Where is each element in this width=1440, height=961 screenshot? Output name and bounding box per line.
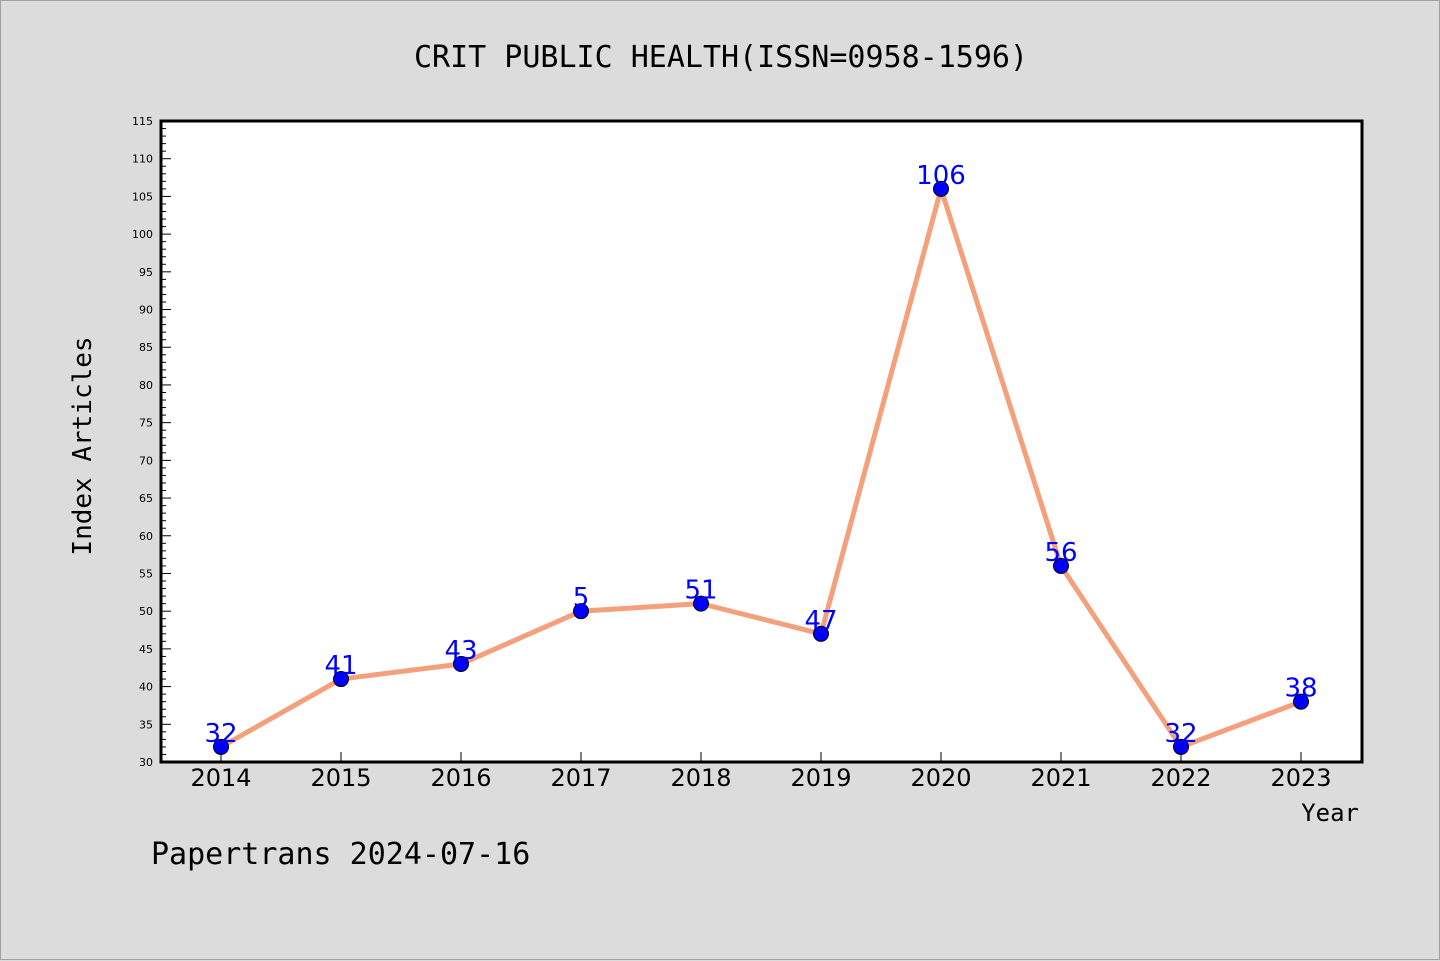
y-tick-label: 75: [139, 417, 153, 430]
x-tick-label: 2018: [670, 764, 731, 792]
data-labels: 32 41 43 5 51 47 106 56 32 38: [204, 161, 1317, 749]
plot-area: [159, 119, 1364, 764]
data-point: [693, 595, 709, 612]
y-tick-label: 85: [139, 341, 153, 354]
data-label: 56: [1044, 538, 1077, 568]
chart-title: CRIT PUBLIC HEALTH(ISSN=0958-1596): [414, 40, 1028, 75]
x-tick-label: 2021: [1030, 764, 1091, 792]
data-label: 5: [573, 583, 590, 613]
y-tick-label: 45: [139, 643, 153, 656]
series-line: [219, 186, 1302, 750]
x-tick-label: 2014: [190, 764, 251, 792]
data-label: 51: [684, 576, 717, 606]
data-point: [213, 738, 229, 755]
y-tick-label: 65: [139, 492, 153, 505]
y-tick-label: 95: [139, 266, 153, 279]
x-tick-label: 2019: [790, 764, 851, 792]
data-point: [1293, 693, 1309, 710]
data-markers: [213, 180, 1309, 755]
data-label: 38: [1284, 674, 1317, 704]
footer-text: Papertrans 2024-07-16: [151, 837, 530, 872]
data-point: [333, 671, 349, 688]
y-tick-label: 115: [132, 115, 153, 128]
x-tick-label: 2016: [430, 764, 491, 792]
data-point: [573, 603, 589, 620]
x-tick-label: 2020: [910, 764, 971, 792]
y-tick-label: 100: [132, 228, 153, 241]
y-tick-label: 90: [139, 304, 153, 317]
data-point: [1053, 557, 1069, 574]
data-point: [813, 625, 829, 642]
x-tick-label: 2017: [550, 764, 611, 792]
y-tick-label: 30: [139, 756, 153, 769]
y-tick-label: 110: [132, 153, 153, 166]
y-tick-label: 105: [132, 190, 153, 203]
y-tick-label: 50: [139, 605, 153, 618]
x-axis-label: Year: [1301, 799, 1359, 827]
y-tick-label: 55: [139, 567, 153, 580]
x-axis: 2014 2015 2016 2017 2018 2019 2020 2021 2022 2023: [190, 752, 1332, 792]
data-point: [933, 180, 949, 197]
data-label: 32: [1164, 719, 1197, 749]
y-tick-label: 80: [139, 379, 153, 392]
data-label: 41: [324, 651, 357, 681]
y-axis: 30 35 40 45 50 55 60 65 70 75 80 85 90 95 100 105 110 115: [132, 115, 171, 769]
data-label: 32: [204, 719, 237, 749]
y-tick-label: 60: [139, 530, 153, 543]
x-tick-label: 2023: [1270, 764, 1331, 792]
y-tick-label: 40: [139, 681, 153, 694]
data-label: 43: [444, 636, 477, 666]
data-point: [1173, 738, 1189, 755]
data-point: [453, 655, 469, 672]
y-axis-label: Index Articles: [68, 336, 98, 555]
x-tick-label: 2022: [1150, 764, 1211, 792]
data-label: 106: [916, 161, 966, 191]
data-label: 47: [804, 606, 837, 636]
y-tick-label: 35: [139, 718, 153, 731]
y-tick-label: 70: [139, 454, 153, 467]
x-tick-label: 2015: [310, 764, 371, 792]
